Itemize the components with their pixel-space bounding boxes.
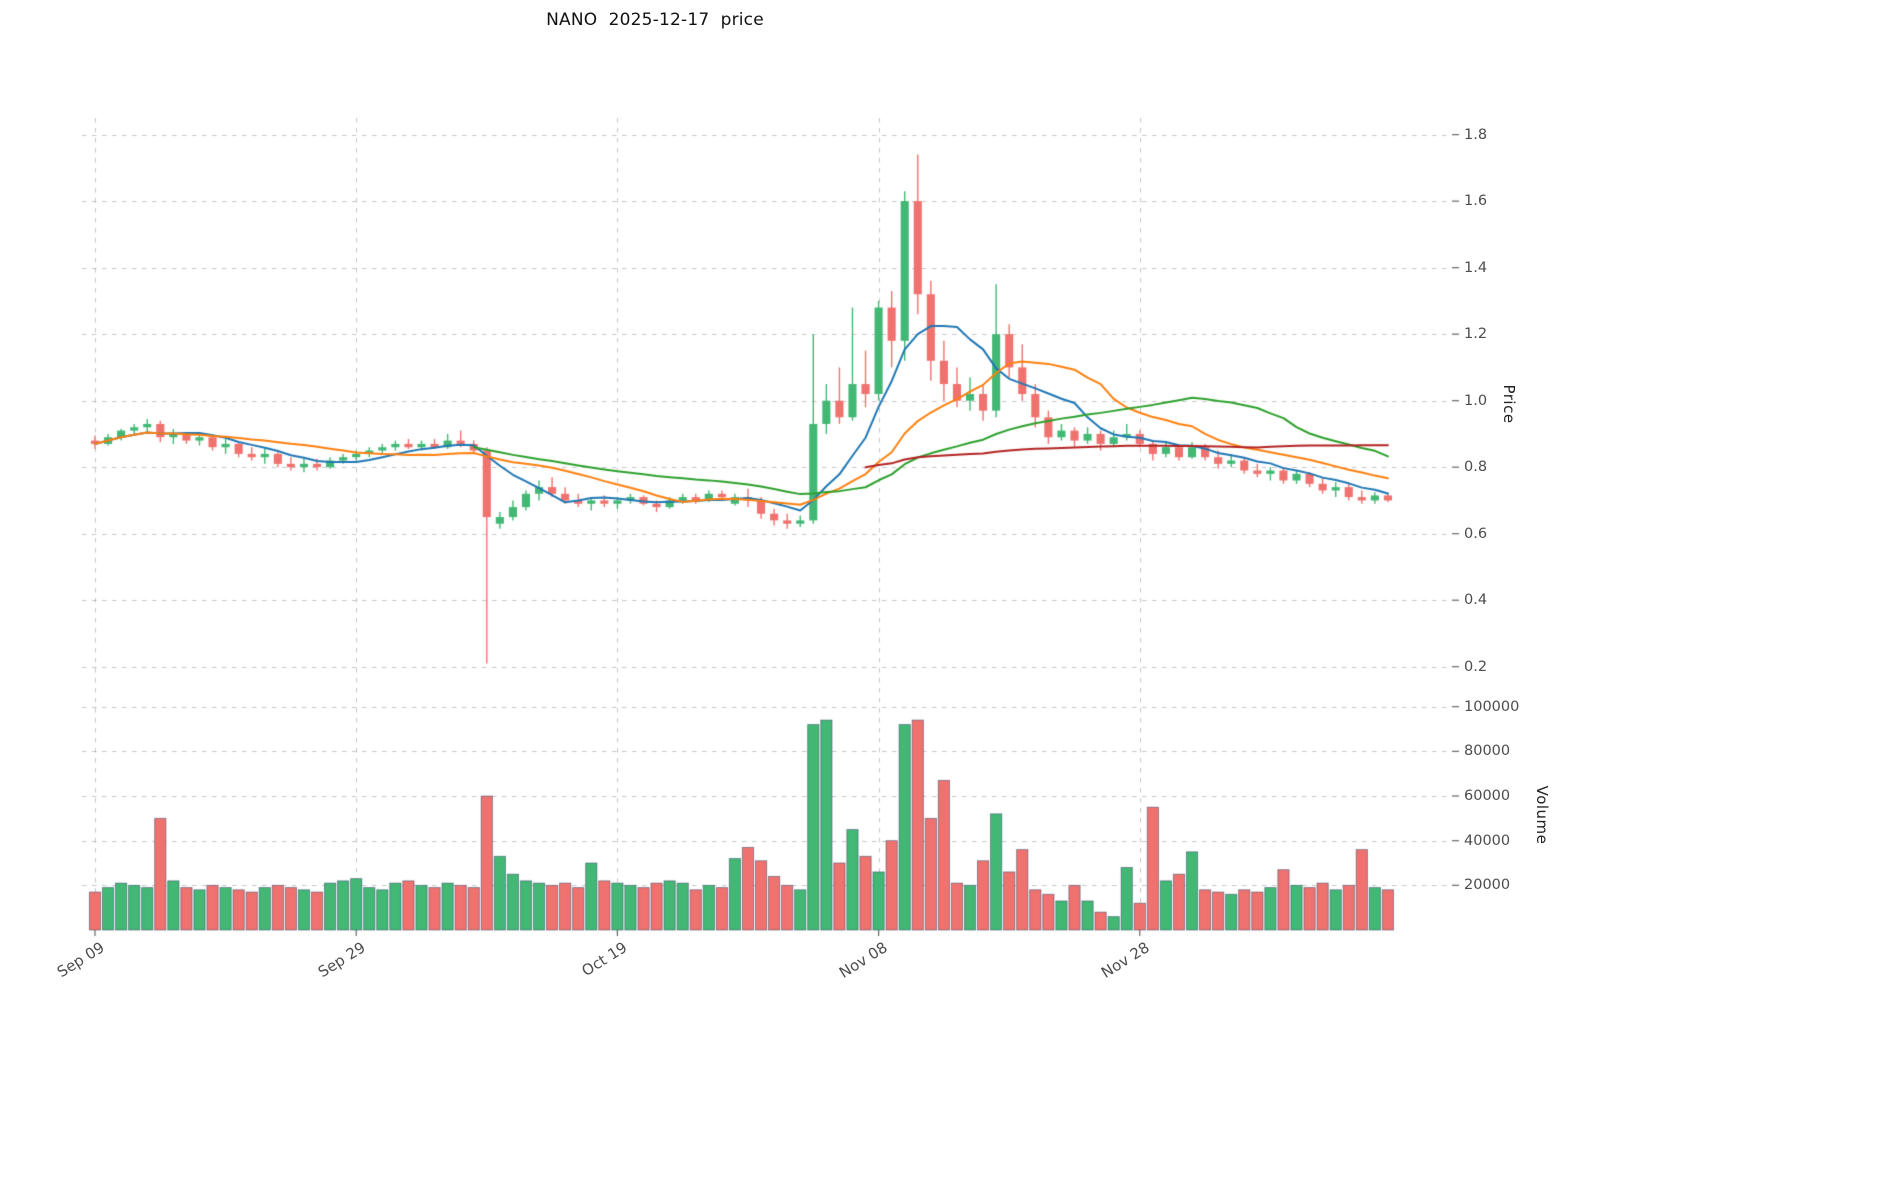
price-axis-tick-label: 1.4: [1464, 259, 1488, 276]
volume-axis-tick-label: 100000: [1464, 698, 1520, 715]
price-axis-tick-label: 1.0: [1464, 392, 1488, 409]
volume-axis-label: Volume: [1533, 785, 1551, 845]
volume-axis-tick-label: 60000: [1464, 787, 1511, 804]
price-axis-tick-label: 1.6: [1464, 192, 1488, 209]
price-axis-tick-label: 0.4: [1464, 591, 1488, 608]
price-axis-tick-label: 0.8: [1464, 458, 1488, 475]
volume-axis-tick-label: 80000: [1464, 743, 1511, 760]
chart-title: NANO 2025-12-17 price: [546, 10, 764, 30]
volume-axis-tick-label: 20000: [1464, 877, 1511, 894]
price-axis-tick-label: 0.6: [1464, 525, 1488, 542]
price-axis-label: Price: [1500, 384, 1518, 424]
price-axis-tick-label: 1.2: [1464, 325, 1488, 342]
price-axis-tick-label: 1.8: [1464, 126, 1488, 143]
price-axis-tick-label: 0.2: [1464, 658, 1488, 675]
volume-axis-tick-label: 40000: [1464, 832, 1511, 849]
